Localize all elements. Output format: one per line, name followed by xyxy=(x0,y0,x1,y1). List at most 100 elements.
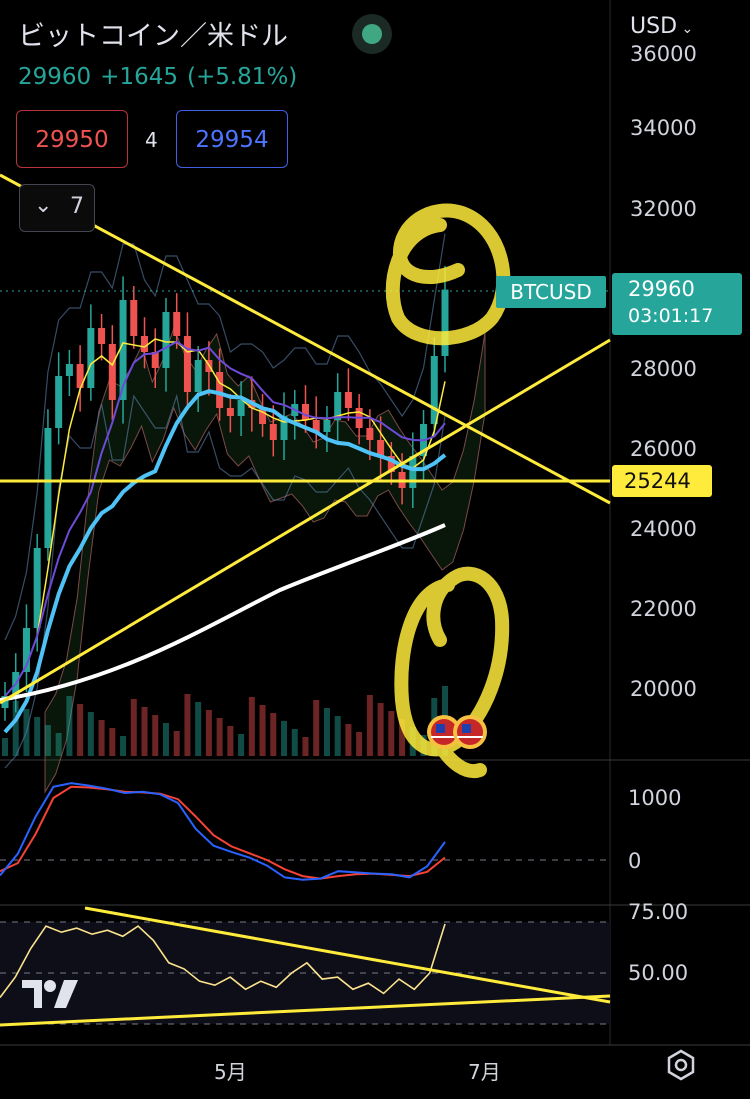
candle-body xyxy=(387,456,395,472)
volume-bar xyxy=(184,694,191,756)
price-tick: 26000 xyxy=(630,437,697,461)
rsi-trendline-up xyxy=(0,994,611,1027)
candle-body xyxy=(55,376,63,428)
indicators-toggle-button[interactable]: ⌄ 7 xyxy=(19,184,95,232)
candle-body xyxy=(344,392,352,408)
volume-bar xyxy=(302,737,309,756)
bar-countdown: 03:01:17 xyxy=(628,305,714,327)
candle-body xyxy=(87,328,95,388)
candle-body xyxy=(441,289,449,356)
last-price: 29960 xyxy=(18,64,92,90)
volume-bar xyxy=(173,731,180,756)
rsi-tick: 75.00 xyxy=(628,900,689,924)
trendline-up xyxy=(0,338,611,705)
rsi-tick: 50.00 xyxy=(628,961,689,985)
volume-bar xyxy=(55,733,62,756)
volume-bar xyxy=(238,734,245,756)
candle-body xyxy=(334,392,342,420)
candlesticks xyxy=(1,266,449,721)
volume-bar xyxy=(313,700,320,756)
rsi-line xyxy=(0,923,446,998)
candle-body xyxy=(33,548,41,628)
volume-bar xyxy=(98,720,105,756)
ma-long xyxy=(0,523,446,702)
candle-body xyxy=(65,364,73,376)
candle-body xyxy=(22,628,30,672)
chevron-down-icon: ⌄ xyxy=(677,21,694,37)
candle-body xyxy=(259,408,267,424)
currency-label: USD xyxy=(630,14,678,39)
rsi-line-path xyxy=(0,923,446,998)
volume-bar xyxy=(259,705,266,756)
us-flag-event-icon xyxy=(427,715,461,749)
candle-body xyxy=(409,456,417,488)
trendline-down xyxy=(0,173,611,505)
price-tick: 32000 xyxy=(630,197,697,221)
volume-bar xyxy=(77,704,84,756)
volume-bar xyxy=(162,723,169,756)
volume-bar xyxy=(195,702,202,756)
spread-value: 4 xyxy=(145,128,158,152)
sell-button[interactable]: 29950 xyxy=(16,110,128,168)
price-change: +1645 xyxy=(100,64,178,90)
volume-bar xyxy=(120,736,127,756)
volume-bar xyxy=(44,725,51,756)
volume-bar xyxy=(334,716,341,756)
currency-selector[interactable]: USD ⌄ xyxy=(630,14,693,39)
volume-bar xyxy=(109,728,116,756)
indicator-count: 7 xyxy=(70,194,84,219)
candle-body xyxy=(237,400,245,416)
candle-body xyxy=(366,428,374,440)
moving-averages xyxy=(0,338,447,734)
candle-body xyxy=(194,360,202,392)
volume-bar xyxy=(2,738,8,756)
chevron-down-icon: ⌄ xyxy=(34,193,53,218)
price-tick: 20000 xyxy=(630,677,697,701)
macd-line xyxy=(0,782,446,881)
symbol-title[interactable]: ビットコイン／米ドル xyxy=(18,21,288,52)
candle-body xyxy=(301,404,309,420)
volume-bar xyxy=(377,703,384,756)
candle-body xyxy=(216,372,224,408)
settings-icon[interactable] xyxy=(664,1048,698,1082)
macd-lines xyxy=(0,782,446,881)
candle-body xyxy=(44,428,52,548)
candle-body xyxy=(269,424,277,440)
volume-bar xyxy=(130,699,137,756)
price-tick: 34000 xyxy=(630,116,697,140)
candle-body xyxy=(119,300,127,400)
price-tick: 28000 xyxy=(630,357,697,381)
volume-bar xyxy=(291,729,298,756)
volume-bar xyxy=(34,717,41,756)
price-tick: 22000 xyxy=(630,597,697,621)
candle-body xyxy=(377,440,385,456)
volume-bar xyxy=(323,708,330,756)
volume-bar xyxy=(356,732,363,756)
candle-body xyxy=(162,312,170,368)
candle-body xyxy=(312,420,320,432)
macd-tick: 1000 xyxy=(628,786,682,810)
candle-body xyxy=(430,356,438,424)
candle-body xyxy=(280,416,288,440)
candle-body xyxy=(323,420,331,432)
volume-bar xyxy=(152,715,159,756)
volume-bar xyxy=(87,712,94,756)
volume-bar xyxy=(281,721,288,756)
price-tick: 24000 xyxy=(630,517,697,541)
ma-mid xyxy=(4,340,446,697)
price-tick: 36000 xyxy=(630,42,697,66)
ma-fast xyxy=(4,338,446,697)
candle-body xyxy=(141,336,149,352)
time-axis-label: 5月 xyxy=(214,1060,247,1084)
candle-body xyxy=(226,408,234,416)
macd-tick: 0 xyxy=(628,849,642,873)
volume-bar xyxy=(141,707,148,756)
candle-body xyxy=(173,312,181,336)
us-flag-event-icon xyxy=(453,715,487,749)
last-price-tag: 29960 03:01:17 xyxy=(612,273,742,335)
symbol-price-tag: BTCUSD xyxy=(496,276,606,308)
buy-button[interactable]: 29954 xyxy=(176,110,288,168)
volume-bar xyxy=(366,695,373,756)
annotation-q xyxy=(394,566,510,779)
